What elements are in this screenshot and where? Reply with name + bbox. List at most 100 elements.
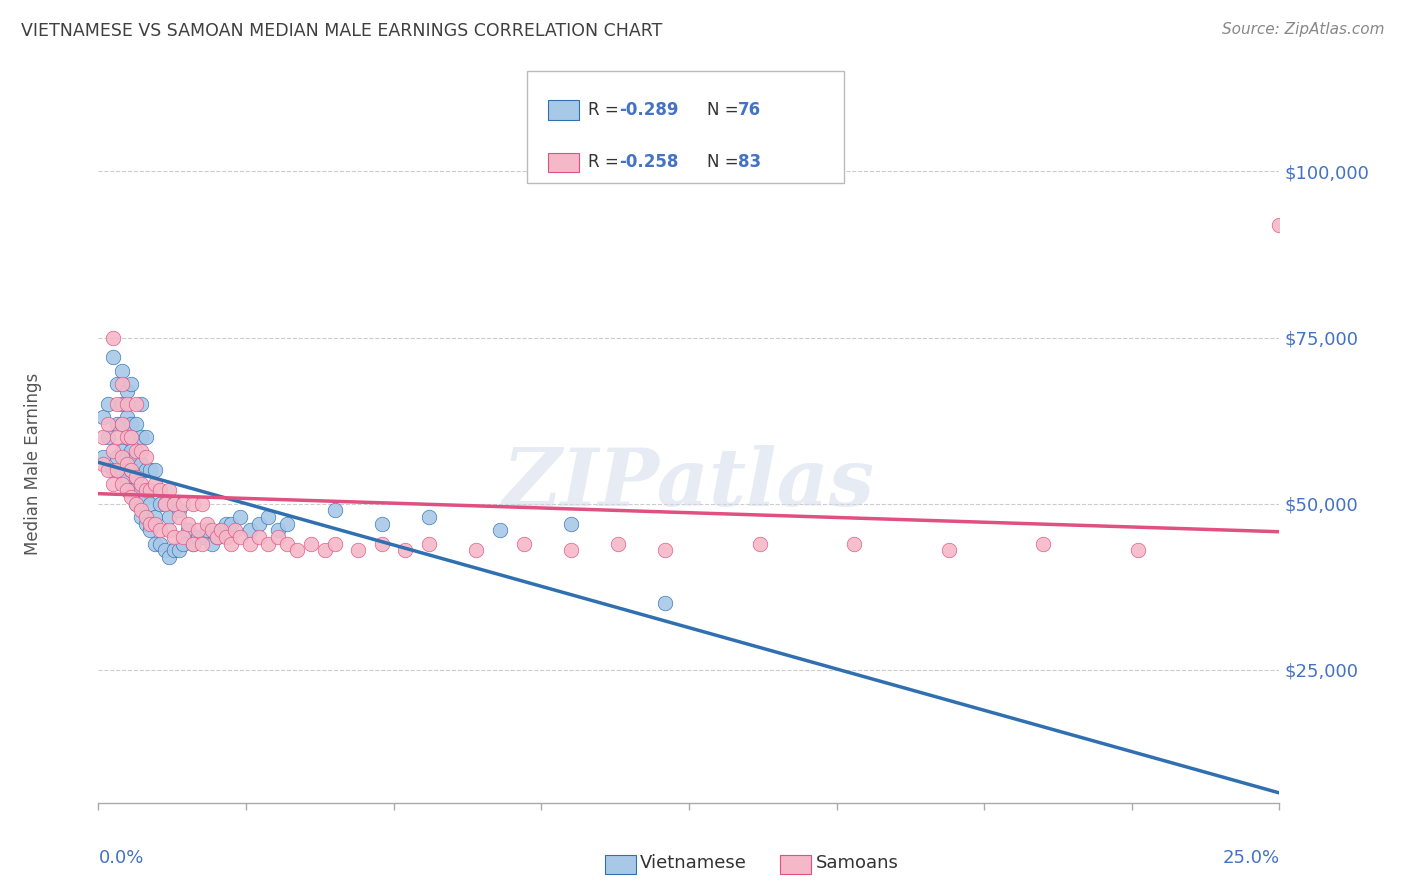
Text: -0.289: -0.289 bbox=[619, 101, 678, 119]
Point bbox=[177, 516, 200, 531]
Point bbox=[129, 397, 152, 411]
Point bbox=[105, 463, 128, 477]
Point bbox=[276, 536, 298, 550]
Point bbox=[257, 510, 280, 524]
Point bbox=[111, 450, 134, 465]
Point bbox=[172, 536, 194, 550]
Point bbox=[323, 503, 346, 517]
Point bbox=[129, 510, 152, 524]
Point bbox=[143, 516, 166, 531]
Point bbox=[267, 524, 290, 538]
Point bbox=[91, 450, 114, 465]
Point bbox=[153, 497, 176, 511]
Point bbox=[195, 524, 218, 538]
Point bbox=[239, 536, 262, 550]
Point bbox=[115, 397, 138, 411]
Point bbox=[105, 450, 128, 465]
Point bbox=[347, 543, 370, 558]
Point bbox=[205, 530, 228, 544]
Point bbox=[149, 497, 172, 511]
Point bbox=[167, 510, 190, 524]
Point bbox=[97, 417, 120, 431]
Point bbox=[111, 463, 134, 477]
Text: VIETNAMESE VS SAMOAN MEDIAN MALE EARNINGS CORRELATION CHART: VIETNAMESE VS SAMOAN MEDIAN MALE EARNING… bbox=[21, 22, 662, 40]
Point bbox=[276, 516, 298, 531]
Point bbox=[143, 463, 166, 477]
Point bbox=[115, 430, 138, 444]
Point bbox=[201, 524, 224, 538]
Text: ZIPatlas: ZIPatlas bbox=[503, 445, 875, 523]
Point bbox=[129, 443, 152, 458]
Point bbox=[229, 530, 252, 544]
Text: 76: 76 bbox=[738, 101, 761, 119]
Point bbox=[157, 510, 180, 524]
Point bbox=[111, 417, 134, 431]
Point bbox=[143, 510, 166, 524]
Point bbox=[149, 536, 172, 550]
Point bbox=[187, 530, 209, 544]
Point bbox=[125, 397, 148, 411]
Point bbox=[105, 377, 128, 392]
Point bbox=[167, 503, 190, 517]
Point bbox=[257, 536, 280, 550]
Point bbox=[209, 524, 232, 538]
Point bbox=[125, 470, 148, 484]
Point bbox=[314, 543, 336, 558]
Point bbox=[121, 430, 143, 444]
Point bbox=[153, 543, 176, 558]
Text: 0.0%: 0.0% bbox=[98, 849, 143, 867]
Point bbox=[1268, 218, 1291, 232]
Point bbox=[115, 483, 138, 498]
Point bbox=[97, 397, 120, 411]
Point bbox=[163, 497, 186, 511]
Point bbox=[135, 483, 157, 498]
Text: N =: N = bbox=[707, 153, 744, 171]
Point bbox=[607, 536, 630, 550]
Point bbox=[139, 463, 162, 477]
Point bbox=[195, 516, 218, 531]
Point bbox=[101, 330, 124, 344]
Point bbox=[215, 530, 238, 544]
Point bbox=[115, 450, 138, 465]
Text: Source: ZipAtlas.com: Source: ZipAtlas.com bbox=[1222, 22, 1385, 37]
Point bbox=[163, 497, 186, 511]
Point bbox=[135, 510, 157, 524]
Point bbox=[111, 476, 134, 491]
Point bbox=[125, 470, 148, 484]
Text: Samoans: Samoans bbox=[815, 855, 898, 872]
Text: R =: R = bbox=[588, 153, 624, 171]
Point bbox=[97, 463, 120, 477]
Point bbox=[371, 516, 394, 531]
Point bbox=[101, 476, 124, 491]
Point bbox=[121, 443, 143, 458]
Point bbox=[115, 457, 138, 471]
Point bbox=[181, 497, 204, 511]
Point bbox=[1032, 536, 1054, 550]
Point bbox=[299, 536, 322, 550]
Point bbox=[215, 516, 238, 531]
Point bbox=[323, 536, 346, 550]
Point bbox=[121, 483, 143, 498]
Point bbox=[748, 536, 770, 550]
Point bbox=[371, 536, 394, 550]
Point bbox=[149, 524, 172, 538]
Text: R =: R = bbox=[588, 101, 624, 119]
Point bbox=[111, 443, 134, 458]
Point bbox=[121, 463, 143, 477]
Point bbox=[101, 463, 124, 477]
Point bbox=[844, 536, 866, 550]
Text: 25.0%: 25.0% bbox=[1222, 849, 1279, 867]
Point bbox=[394, 543, 416, 558]
Point bbox=[121, 490, 143, 504]
Point bbox=[139, 516, 162, 531]
Point bbox=[121, 377, 143, 392]
Point bbox=[143, 536, 166, 550]
Point bbox=[135, 516, 157, 531]
Point bbox=[115, 410, 138, 425]
Point bbox=[157, 524, 180, 538]
Text: -0.258: -0.258 bbox=[619, 153, 678, 171]
Point bbox=[239, 524, 262, 538]
Point bbox=[181, 536, 204, 550]
Point bbox=[172, 497, 194, 511]
Point bbox=[219, 516, 242, 531]
